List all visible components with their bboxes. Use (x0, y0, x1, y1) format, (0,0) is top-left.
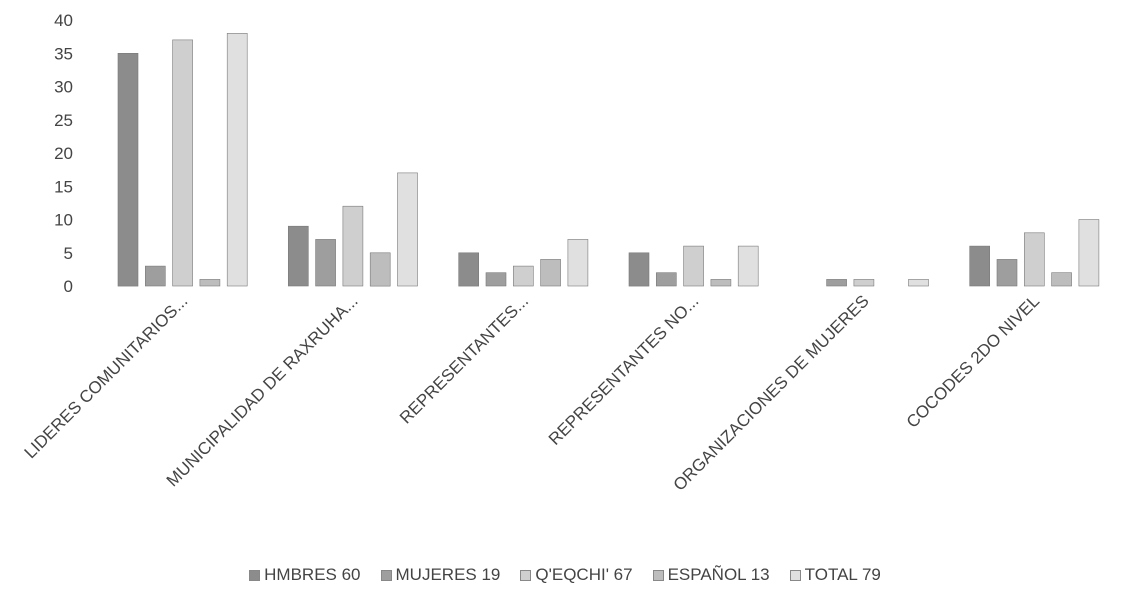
bar (540, 259, 561, 287)
bar (315, 239, 336, 287)
x-category-label: ORGANIZACIONES DE MUJERES (670, 291, 873, 494)
legend-swatch (789, 570, 801, 581)
bar (655, 272, 677, 287)
y-tick-label: 30 (54, 78, 73, 97)
bar (117, 52, 139, 287)
legend-swatch (652, 570, 664, 581)
x-category-label: REPRESENTANTES... (396, 291, 532, 427)
bar (512, 265, 534, 287)
bar (199, 279, 221, 287)
bar (485, 272, 507, 287)
legend-item: MUJERES 19 (380, 565, 501, 585)
y-tick-label: 25 (54, 111, 73, 130)
bar (1051, 272, 1072, 287)
bar (710, 279, 732, 287)
bars (117, 32, 1100, 287)
legend-swatch (380, 570, 392, 581)
bar (397, 172, 418, 287)
bar (628, 252, 650, 287)
bar (969, 245, 991, 287)
bar (287, 225, 309, 287)
x-category-label: MUNICIPALIDAD DE RAXRUHA... (163, 291, 362, 490)
bar (145, 265, 166, 287)
bar (172, 39, 193, 287)
y-tick-label: 20 (54, 144, 73, 163)
legend-label: Q'EQCHI' 67 (535, 565, 633, 584)
bar (683, 245, 704, 287)
legend-item: ESPAÑOL 13 (652, 565, 770, 585)
x-category-label: COCODES 2DO NIVEL (903, 291, 1043, 431)
bar (908, 279, 929, 287)
bar (996, 259, 1018, 287)
legend-item: TOTAL 79 (789, 565, 881, 585)
bar (826, 279, 847, 287)
bar (458, 252, 480, 287)
bar (226, 32, 248, 287)
x-axis-labels: LIDERES COMUNITARIOS...MUNICIPALIDAD DE … (21, 291, 1044, 494)
legend-item: HMBRES 60 (249, 565, 361, 585)
y-tick-label: 40 (54, 11, 73, 30)
y-tick-label: 0 (64, 277, 73, 296)
x-category-label: LIDERES COMUNITARIOS... (21, 291, 192, 462)
bar (369, 252, 391, 287)
legend-swatch (249, 570, 261, 581)
bar (853, 279, 875, 287)
y-tick-label: 35 (54, 44, 73, 63)
bar (1078, 219, 1100, 287)
y-axis-ticks: 0 5 10 15 20 25 30 35 40 (54, 11, 73, 296)
x-category-label: REPRESENTANTES NO... (545, 291, 702, 448)
legend-swatch (520, 570, 532, 581)
y-tick-label: 15 (54, 177, 73, 196)
legend-label: ESPAÑOL 13 (667, 565, 770, 584)
bar (342, 205, 364, 287)
bar (1024, 232, 1045, 287)
bar (567, 239, 589, 287)
y-tick-label: 10 (54, 211, 73, 230)
legend: HMBRES 60 MUJERES 19 Q'EQCHI' 67 ESPAÑOL 13… (0, 565, 1130, 585)
y-tick-label: 5 (64, 244, 73, 263)
bar (737, 245, 759, 287)
legend-label: HMBRES 60 (264, 565, 361, 584)
legend-item: Q'EQCHI' 67 (520, 565, 633, 585)
legend-label: TOTAL 79 (804, 565, 881, 584)
legend-label: MUJERES 19 (395, 565, 501, 584)
